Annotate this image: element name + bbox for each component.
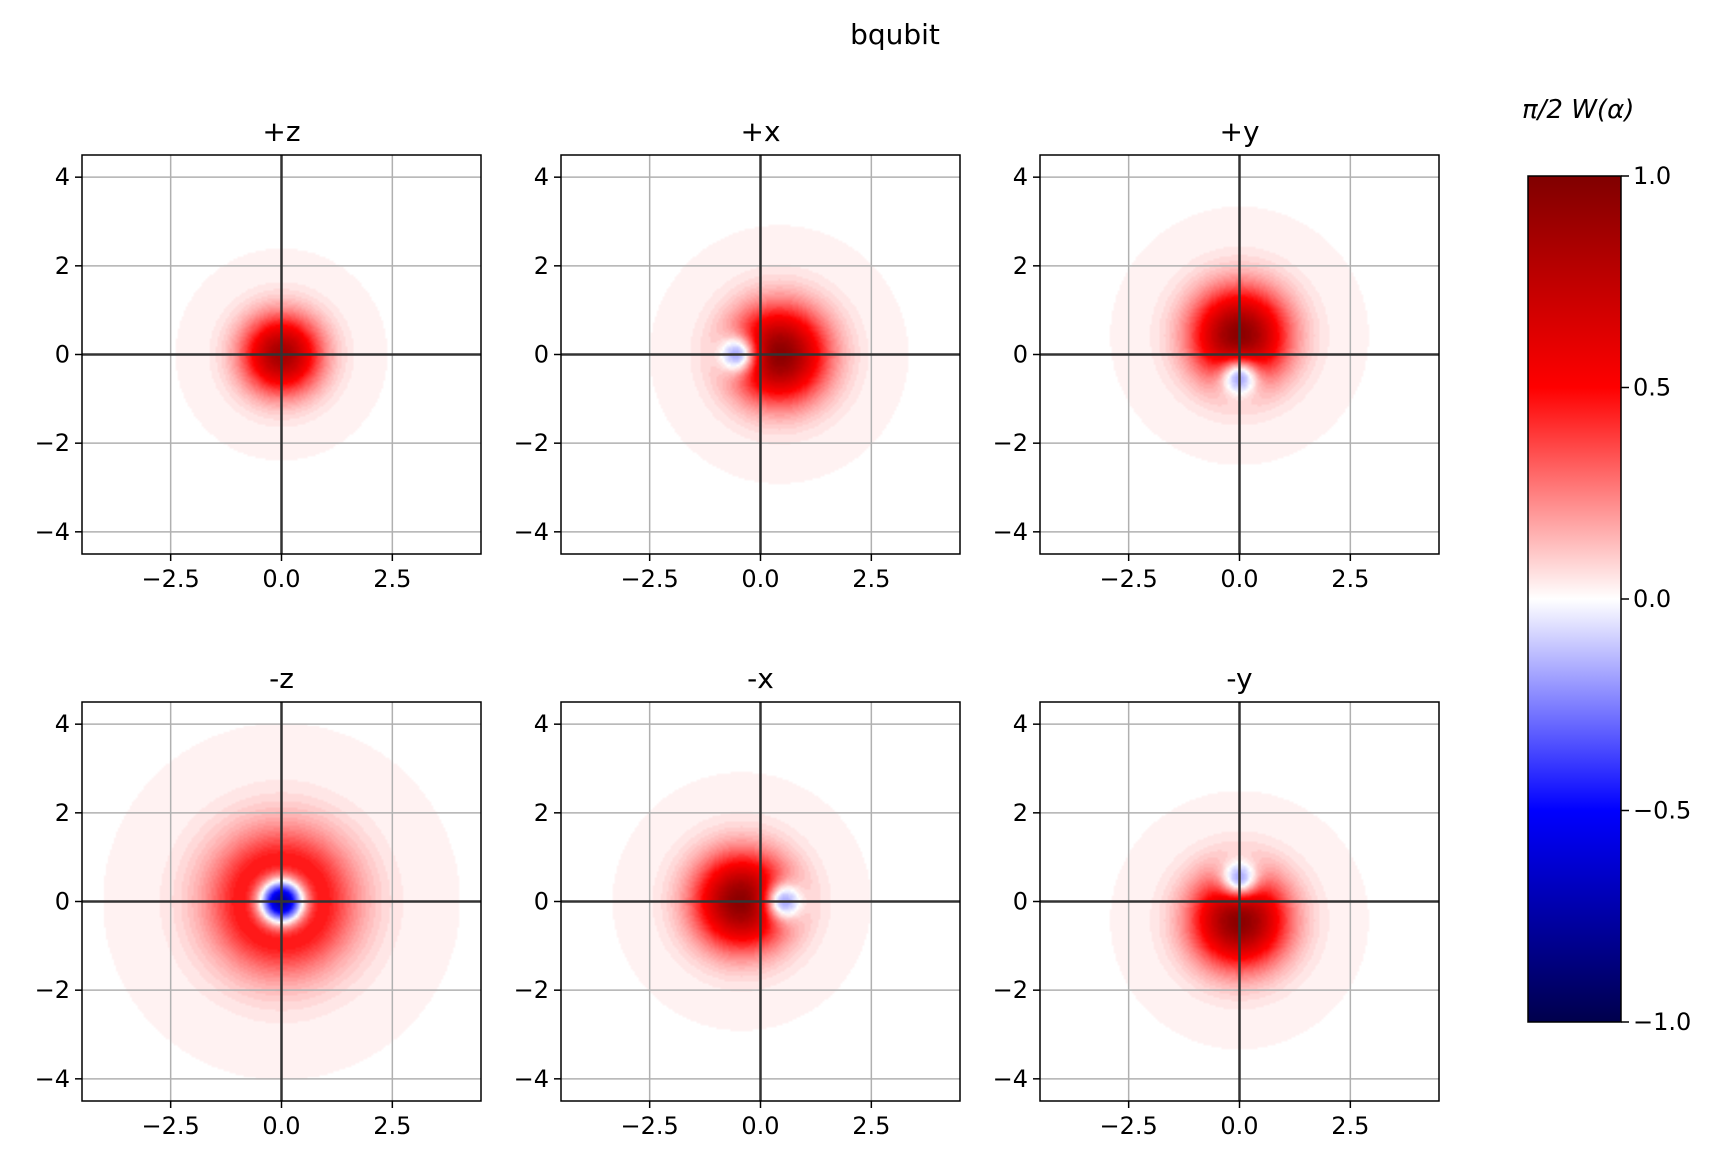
figure-title: bqubit — [850, 18, 940, 51]
y-tick-label: 0 — [55, 888, 70, 916]
x-tick-label: 2.5 — [1331, 565, 1369, 593]
panel-title: -x — [747, 662, 774, 695]
y-tick-label: 2 — [1013, 252, 1028, 280]
x-tick-label: −2.5 — [621, 1112, 679, 1140]
colorbar-tick-label: −1.0 — [1633, 1008, 1691, 1036]
y-tick-label: 4 — [55, 710, 70, 738]
panel-1: +z −2.5 0.0 2.5 4 2 0 −2 −4 — [35, 115, 482, 593]
panel-2: +x −2.5 0.0 2.5 4 2 0 −2 −4 — [514, 115, 961, 593]
colorbar-ticks: 1.0 0.5 0.0 −0.5 −1.0 — [1621, 162, 1691, 1036]
y-tick-label: −4 — [35, 1065, 70, 1093]
y-tick-label: 4 — [55, 163, 70, 191]
y-tick-label: −4 — [514, 518, 549, 546]
y-tick-label: 2 — [55, 799, 70, 827]
y-tick-label: −2 — [993, 976, 1028, 1004]
x-tick-label: 0.0 — [262, 1112, 300, 1140]
y-tick-label: 2 — [534, 252, 549, 280]
x-tick-label: 0.0 — [262, 565, 300, 593]
x-tick-label: −2.5 — [142, 565, 200, 593]
y-tick-label: 4 — [1013, 710, 1028, 738]
x-tick-label: 0.0 — [741, 1112, 779, 1140]
y-tick-label: −2 — [35, 429, 70, 457]
colorbar-label-text: π/2 W(α) — [1522, 95, 1634, 125]
panel-title: +z — [262, 115, 300, 148]
x-tick-label: −2.5 — [1100, 565, 1158, 593]
panel-5: -x −2.5 0.0 2.5 4 2 0 −2 −4 — [514, 662, 961, 1140]
panel-title: +y — [1219, 115, 1259, 148]
y-tick-label: 2 — [55, 252, 70, 280]
y-tick-label: 0 — [1013, 888, 1028, 916]
x-tick-label: 0.0 — [1220, 565, 1258, 593]
x-tick-label: 2.5 — [373, 1112, 411, 1140]
y-tick-label: 0 — [1013, 341, 1028, 369]
colorbar-tick-label: −0.5 — [1633, 797, 1691, 825]
panel-title: -z — [269, 662, 294, 695]
x-tick-label: −2.5 — [1100, 1112, 1158, 1140]
colorbar-tick-label: 0.0 — [1633, 585, 1671, 613]
colorbar-tick-label: 1.0 — [1633, 162, 1671, 190]
y-tick-label: 4 — [534, 710, 549, 738]
x-tick-label: 0.0 — [741, 565, 779, 593]
y-tick-label: −4 — [35, 518, 70, 546]
y-tick-label: −4 — [514, 1065, 549, 1093]
y-tick-label: 0 — [534, 341, 549, 369]
panel-4: -z −2.5 0.0 2.5 4 2 0 −2 −4 — [35, 662, 482, 1140]
colorbar: π/2 W(α) 1.0 0.5 0.0 −0.5 −1.0 — [1522, 95, 1691, 1036]
colorbar-tick-label: 0.5 — [1633, 374, 1671, 402]
y-tick-label: −2 — [514, 429, 549, 457]
y-tick-label: 2 — [1013, 799, 1028, 827]
y-tick-label: 4 — [534, 163, 549, 191]
y-tick-label: −2 — [993, 429, 1028, 457]
colorbar-label: π/2 W(α) — [1522, 95, 1634, 125]
panel-title: +x — [740, 115, 780, 148]
x-tick-label: 2.5 — [852, 1112, 890, 1140]
panel-title: -y — [1226, 662, 1252, 695]
y-tick-label: 4 — [1013, 163, 1028, 191]
y-tick-label: 2 — [534, 799, 549, 827]
panel-6: -y −2.5 0.0 2.5 4 2 0 −2 −4 — [993, 662, 1440, 1140]
x-tick-label: 2.5 — [852, 565, 890, 593]
panel-3: +y −2.5 0.0 2.5 4 2 0 −2 −4 — [993, 115, 1440, 593]
y-tick-label: −2 — [514, 976, 549, 1004]
y-tick-label: −4 — [993, 518, 1028, 546]
y-tick-label: −2 — [35, 976, 70, 1004]
y-tick-label: 0 — [534, 888, 549, 916]
y-tick-label: 0 — [55, 341, 70, 369]
x-tick-label: 2.5 — [373, 565, 411, 593]
x-tick-label: −2.5 — [621, 565, 679, 593]
x-tick-label: 0.0 — [1220, 1112, 1258, 1140]
colorbar-gradient — [1527, 175, 1622, 1023]
x-tick-label: −2.5 — [142, 1112, 200, 1140]
y-tick-label: −4 — [993, 1065, 1028, 1093]
x-tick-label: 2.5 — [1331, 1112, 1369, 1140]
